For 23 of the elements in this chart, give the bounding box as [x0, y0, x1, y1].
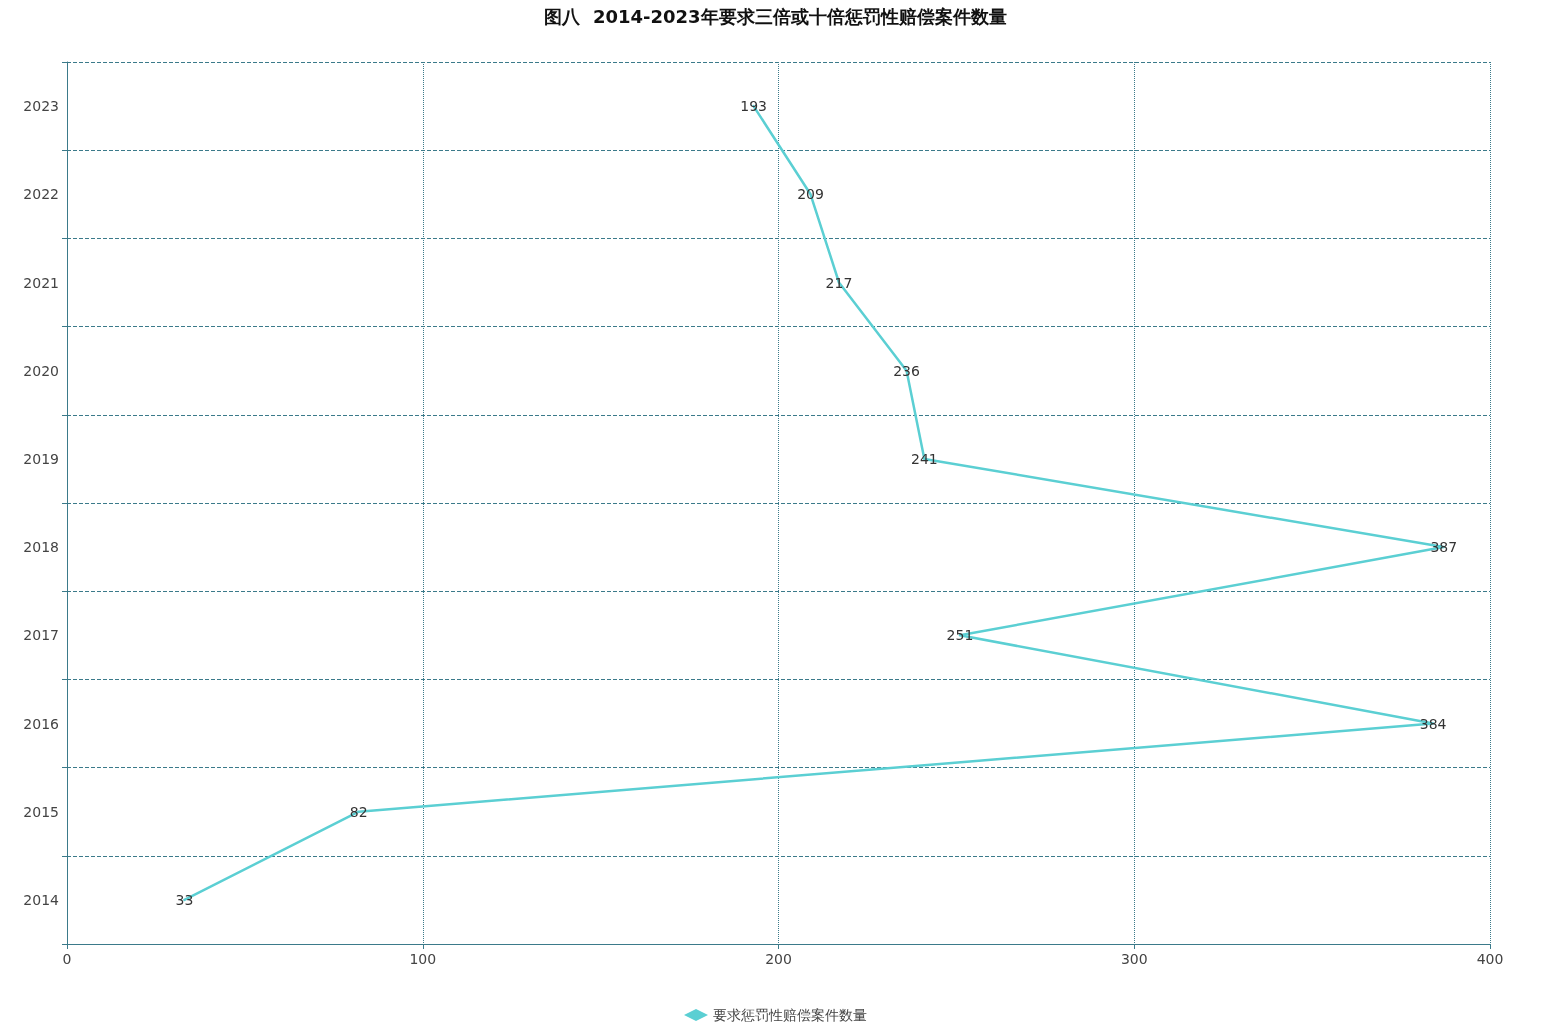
x-tick-label: 100 — [409, 951, 437, 967]
y-tick-label: 2021 — [23, 274, 59, 291]
y-tick-label: 2023 — [23, 98, 59, 115]
y-tick-label: 2022 — [23, 186, 59, 203]
y-tick-label: 2019 — [23, 450, 59, 467]
data-label: 251 — [946, 627, 974, 644]
data-label: 384 — [1419, 715, 1447, 732]
chart-title: 图八 2014-2023年要求三倍或十倍惩罚性赔偿案件数量 — [544, 5, 1007, 27]
legend-label: 要求惩罚性赔偿案件数量 — [713, 1007, 867, 1023]
y-tick-label: 2017 — [23, 627, 59, 644]
data-label: 387 — [1430, 539, 1458, 556]
data-label: 193 — [740, 98, 767, 115]
x-tick-label: 0 — [62, 951, 72, 967]
x-tick-label: 400 — [1476, 951, 1504, 967]
y-tick-label: 2014 — [23, 891, 60, 908]
x-tick-label: 200 — [765, 951, 792, 967]
data-label: 241 — [910, 450, 938, 467]
data-label: 33 — [175, 891, 194, 908]
x-tick-label: 300 — [1120, 951, 1148, 967]
y-tick-label: 2016 — [23, 715, 60, 732]
y-tick-label: 2020 — [23, 362, 59, 379]
y-tick-label: 2018 — [23, 539, 59, 556]
y-tick-label: 2015 — [23, 803, 59, 820]
